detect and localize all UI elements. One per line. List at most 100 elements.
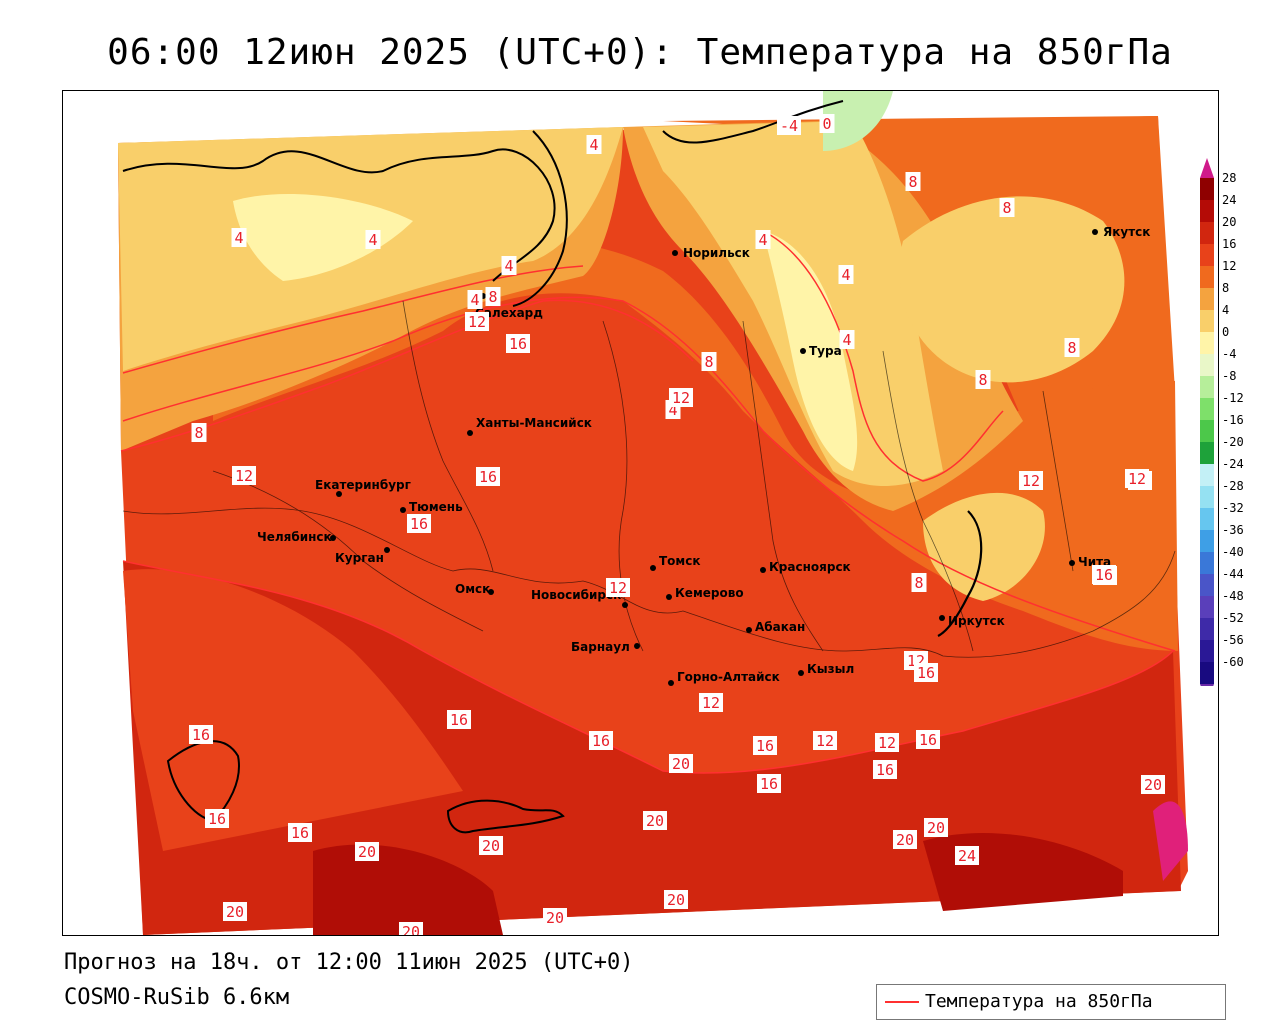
isotherm-label-text: 12 — [235, 467, 253, 485]
isotherm-label: 20 — [479, 836, 503, 855]
isotherm-label-box — [586, 135, 602, 154]
isotherm-label-text: 16 — [509, 335, 527, 353]
isotherm-label: 8 — [701, 352, 717, 371]
zone-24-28-a — [313, 844, 503, 935]
isotherm-label: 8 — [485, 287, 501, 306]
isotherm-label-text: 4 — [589, 136, 598, 154]
isotherm-label-text: 12 — [702, 694, 720, 712]
color-scale-swatch — [1200, 420, 1214, 442]
color-scale-swatch — [1200, 266, 1214, 288]
isotherm-label: 16 — [757, 774, 781, 793]
isotherm-label: 20 — [893, 830, 917, 849]
legend-label: Температура на 850гПа — [925, 991, 1153, 1012]
color-scale-swatch — [1200, 178, 1214, 200]
isotherm-label-box — [643, 811, 667, 830]
isotherm-label-text: 16 — [450, 711, 468, 729]
isotherm-label-text: 12 — [878, 734, 896, 752]
color-scale-top-arrow — [1200, 158, 1214, 178]
isotherm-label-box — [839, 330, 855, 349]
isotherm-label-text: 8 — [908, 173, 917, 191]
map-title: 06:00 12июн 2025 (UTC+0): Температура на… — [107, 32, 1173, 73]
isotherm-label: 8 — [191, 423, 207, 442]
isotherm-label-box — [589, 731, 613, 750]
isotherm-label: 12 — [606, 578, 630, 597]
city-label-kemerovo: Кемерово — [675, 586, 744, 600]
color-scale-tick: -32 — [1222, 501, 1244, 515]
isotherm-labels: 4444444448888888812121212121212121212121… — [189, 114, 1165, 935]
color-scale-tick: -44 — [1222, 567, 1244, 581]
isotherm-label: 0 — [819, 114, 835, 133]
isotherm-12 — [120, 299, 694, 452]
color-scale-tick: 20 — [1222, 215, 1237, 229]
isotherm-label-text: 12 — [1022, 472, 1040, 490]
isotherm-label: 4 — [365, 230, 381, 249]
isotherm-label-box — [1019, 471, 1043, 490]
color-scale-tick: -12 — [1222, 391, 1244, 405]
color-scale-swatch — [1200, 222, 1214, 244]
city-kemerovo: Кемерово — [666, 586, 744, 600]
zone-24-28-c — [1153, 801, 1188, 881]
isotherm-label-text: 24 — [958, 847, 976, 865]
color-scale-tick: -60 — [1222, 655, 1244, 669]
color-scale-swatch — [1200, 288, 1214, 310]
color-scale-swatch — [1200, 332, 1214, 354]
isotherm-label: 16 — [914, 663, 938, 682]
isotherm-label-box — [399, 922, 423, 935]
isotherm-label: 8 — [975, 370, 991, 389]
color-scale-tick: 4 — [1222, 303, 1230, 317]
color-scale-tick: -48 — [1222, 589, 1244, 603]
isotherm-label-text: 8 — [488, 288, 497, 306]
zone-4-8-yakutia — [899, 196, 1125, 383]
color-scale-bottom-arrow — [1200, 684, 1214, 704]
city-label-kyzyl: Кызыл — [807, 662, 854, 676]
city-label-krasnoyarsk: Красноярск — [769, 560, 851, 574]
city-tyumen: Тюмень — [400, 500, 463, 514]
color-scale-tick: 16 — [1222, 237, 1237, 251]
isotherm-8 — [122, 265, 584, 374]
isotherm-label-text: 20 — [482, 837, 500, 855]
isotherm-label-box — [664, 890, 688, 909]
color-scale-swatch — [1200, 486, 1214, 508]
isotherm-label-text: 16 — [917, 664, 935, 682]
isotherm-label-box — [365, 230, 381, 249]
city-label-salekhard: Салехард — [475, 306, 543, 320]
isotherm-label-text: 0 — [822, 115, 831, 133]
city-label-norilsk: Норильск — [683, 246, 750, 260]
isotherm-label-box — [838, 265, 854, 284]
isotherm-label-box — [476, 467, 500, 486]
isotherm-label-box — [701, 352, 717, 371]
isotherm-label-box — [916, 730, 940, 749]
zone-16-20-sw — [123, 569, 463, 851]
isotherm-label-box — [755, 230, 771, 249]
color-scale-tick: -40 — [1222, 545, 1244, 559]
city-gorno-altaysk: Горно-Алтайск — [668, 670, 780, 686]
isotherm-label-box — [753, 736, 777, 755]
color-scale-swatch — [1200, 596, 1214, 618]
zone-8-12-east — [923, 492, 1045, 601]
zone-cool-north — [823, 91, 893, 151]
isotherm-label: 20 — [664, 890, 688, 909]
isotherm-label: 4 — [231, 228, 247, 247]
isotherm-label-text: 4 — [668, 401, 677, 419]
legend-line-swatch — [885, 1001, 919, 1003]
isotherm-label-box — [699, 693, 723, 712]
color-scale-tick: 12 — [1222, 259, 1237, 273]
isotherm-label-text: 4 — [758, 231, 767, 249]
isotherm-label: -4 — [777, 116, 801, 135]
city-norilsk: Норильск — [672, 246, 750, 260]
isotherm-label-box — [501, 256, 517, 275]
city-tura: Тура — [800, 344, 842, 358]
isotherm-label-box — [975, 370, 991, 389]
isotherm-label-box — [407, 514, 431, 533]
isotherm-label: 16 — [506, 334, 530, 353]
isotherm-label-text: 16 — [192, 726, 210, 744]
city-abakan: Абакан — [746, 620, 805, 634]
city-yekaterinburg: Екатеринбург — [315, 478, 411, 497]
isotherm-label-text: 20 — [896, 831, 914, 849]
isotherm-label: 20 — [399, 922, 423, 935]
isotherm-label-text: 8 — [978, 371, 987, 389]
isotherm-label-text: 8 — [1002, 199, 1011, 217]
isotherm-label: 8 — [905, 172, 921, 191]
isotherm-label: 20 — [543, 908, 567, 927]
isotherm-label: 16 — [753, 736, 777, 755]
